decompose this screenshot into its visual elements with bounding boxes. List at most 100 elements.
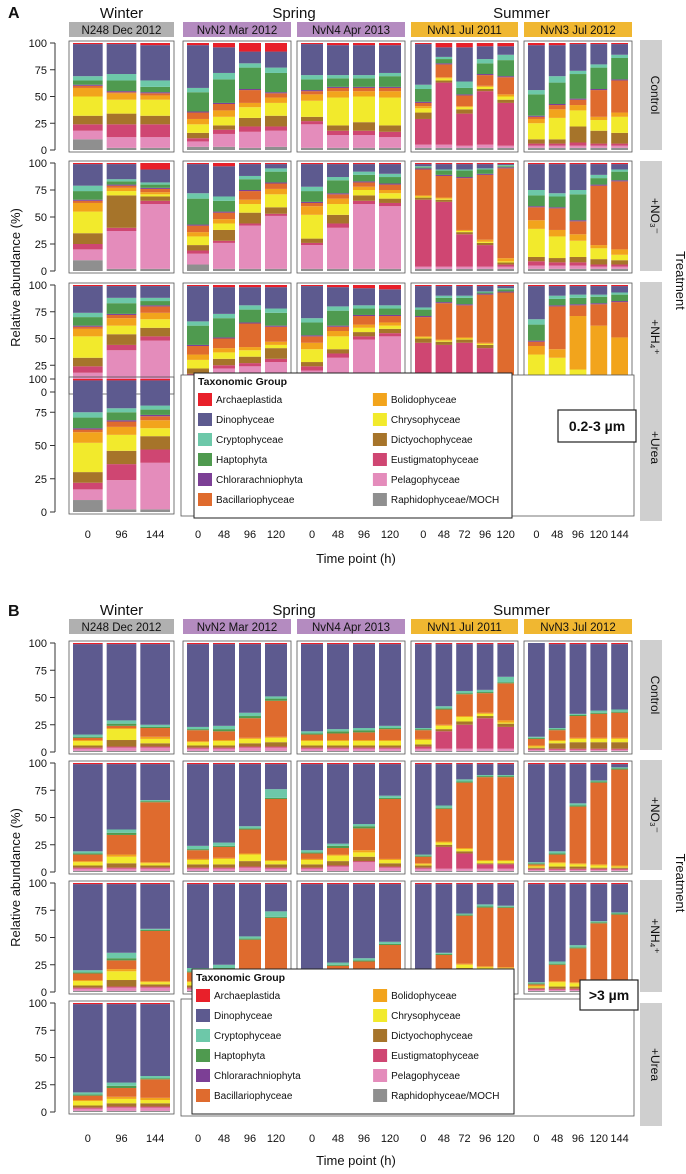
legend-label-b-eustigmatophyceae: Eustigmatophyceae: [391, 1051, 479, 1062]
bar-segment-b-control-n248-dec-2012-t96-chrysophyceae: [106, 729, 137, 741]
bar-segment-a-nh4-nvn1-jul-2011-t48-bacillariophyceae: [435, 303, 453, 340]
bar-segment-a-control-nvn4-apr-2013-t96-bacillariophyceae: [353, 87, 375, 92]
legend-swatch-b-archaeplastida: [196, 989, 210, 1002]
bar-segment-a-no3-n248-dec-2012-t144-bolidophyceae: [140, 192, 170, 195]
bar-segment-a-no3-nvn4-apr-2013-t120-eustigmatophyceae: [379, 202, 401, 207]
bar-segment-a-no3-nvn1-jul-2011-t0-cryptophyceae: [415, 166, 432, 168]
bar-segment-b-urea-n248-dec-2012-t144-raphidophyceae-moch: [140, 1110, 170, 1112]
bar-segment-a-no3-n248-dec-2012-t144-chrysophyceae: [140, 194, 170, 197]
bar-segment-b-no3-nvn3-jul-2012-t144-dictyochophyceae: [611, 867, 628, 869]
bar-segment-a-nh4-nvn2-mar-2012-t48-chrysophyceae: [213, 352, 235, 359]
bar-segment-a-no3-nvn1-jul-2011-t72-eustigmatophyceae: [456, 234, 473, 267]
bar-segment-a-control-nvn4-apr-2013-t96-bolidophyceae: [353, 91, 375, 97]
bar-segment-a-no3-nvn1-jul-2011-t0-haptophyta: [415, 167, 432, 169]
bar-segment-a-control-nvn2-mar-2012-t0-dictyochophyceae: [187, 132, 209, 139]
bar-segment-b-no3-n248-dec-2012-t144-raphidophyceae-moch: [140, 870, 170, 872]
bar-segment-a-no3-nvn4-apr-2013-t120-bacillariophyceae: [379, 184, 401, 190]
y-tick-label-a-nh4-0: 0: [41, 387, 47, 399]
bar-segment-b-control-nvn2-mar-2012-t0-haptophyta: [187, 729, 209, 731]
bar-segment-b-no3-nvn2-mar-2012-t48-raphidophyceae-moch: [213, 870, 235, 872]
bar-segment-a-urea-n248-dec-2012-t0-pelagophyceae: [73, 489, 103, 501]
bar-segment-a-control-n248-dec-2012-t144-cryptophyceae: [140, 80, 170, 87]
legend-swatch-a-chlorarachniophyta: [198, 473, 212, 486]
bar-segment-a-nh4-nvn3-jul-2012-t48-chlorarachniophyta: [548, 305, 566, 307]
bar-segment-b-urea-n248-dec-2012-t96-bacillariophyceae: [106, 1088, 137, 1097]
bar-segment-a-control-nvn3-jul-2012-t144-dinophyceae: [611, 44, 628, 55]
x-tick-label-b-nvn2-mar-2012-48: 48: [218, 1133, 230, 1145]
bar-segment-b-control-nvn1-jul-2011-t120-pelagophyceae: [497, 748, 514, 751]
bar-segment-a-control-nvn3-jul-2012-t96-raphidophyceae-moch: [569, 147, 587, 150]
bar-segment-a-no3-nvn4-apr-2013-t48-archaeplastida: [327, 163, 349, 165]
bar-segment-b-control-nvn2-mar-2012-t0-bacillariophyceae: [187, 730, 209, 742]
bar-segment-b-nh4-nvn3-jul-2012-t48-dinophyceae: [548, 884, 566, 962]
bar-segment-b-no3-n248-dec-2012-t0-haptophyta: [73, 853, 103, 855]
bar-segment-b-no3-nvn4-apr-2013-t0-pelagophyceae: [301, 868, 323, 871]
bar-segment-b-nh4-nvn3-jul-2012-t96-chrysophyceae: [569, 983, 587, 987]
bar-segment-a-no3-n248-dec-2012-t0-cryptophyceae: [73, 185, 103, 192]
bar-segment-a-no3-nvn1-jul-2011-t120-dictyochophyceae: [497, 262, 514, 265]
bar-segment-a-no3-nvn1-jul-2011-t120-chrysophyceae: [497, 261, 514, 263]
bar-segment-b-nh4-nvn4-apr-2013-t0-archaeplastida: [301, 883, 323, 885]
bar-segment-b-no3-nvn2-mar-2012-t120-haptophyta: [265, 797, 287, 799]
bar-segment-a-nh4-nvn4-apr-2013-t96-dictyochophyceae: [353, 332, 375, 337]
bar-segment-a-no3-nvn2-mar-2012-t0-pelagophyceae: [187, 253, 209, 265]
bar-segment-a-control-nvn2-mar-2012-t96-raphidophyceae-moch: [239, 147, 261, 150]
bar-segment-b-no3-nvn2-mar-2012-t120-bacillariophyceae: [265, 798, 287, 861]
bar-segment-a-control-n248-dec-2012-t96-cryptophyceae: [106, 74, 137, 81]
bar-segment-a-nh4-nvn1-jul-2011-t48-dictyochophyceae: [435, 341, 453, 345]
x-tick-label-b-nvn1-jul-2011-48: 48: [438, 1133, 450, 1145]
bar-segment-b-nh4-nvn3-jul-2012-t120-haptophyta: [590, 922, 608, 924]
bar-segment-b-nh4-n248-dec-2012-t96-dinophyceae: [106, 884, 137, 953]
bar-segment-a-nh4-n248-dec-2012-t144-dictyochophyceae: [140, 327, 170, 337]
x-tick-label-a-nvn3-jul-2012-0: 0: [533, 529, 539, 541]
bar-segment-b-control-nvn2-mar-2012-t120-eustigmatophyceae: [265, 746, 287, 748]
bar-segment-a-no3-n248-dec-2012-t96-haptophyta: [106, 181, 137, 185]
bar-segment-a-nh4-n248-dec-2012-t0-bolidophyceae: [73, 328, 103, 337]
bar-segment-b-control-nvn2-mar-2012-t120-haptophyta: [265, 698, 287, 701]
bar-segment-a-control-nvn4-apr-2013-t96-haptophyta: [353, 78, 375, 87]
bar-segment-a-no3-nvn2-mar-2012-t96-chrysophyceae: [239, 204, 261, 213]
y-tick-label-a-nh4-50: 50: [35, 334, 47, 346]
bar-segment-b-no3-nvn4-apr-2013-t0-cryptophyceae: [301, 850, 323, 853]
bar-segment-b-no3-nvn3-jul-2012-t48-bacillariophyceae: [548, 854, 566, 863]
bar-segment-a-control-nvn3-jul-2012-t0-archaeplastida: [528, 43, 545, 46]
y-tick-label-b-urea-100: 100: [29, 998, 47, 1010]
bar-segment-b-control-nvn1-jul-2011-t0-cryptophyceae: [415, 728, 432, 730]
bar-segment-a-control-nvn1-jul-2011-t120-chlorarachniophyta: [497, 76, 514, 78]
bar-segment-b-nh4-nvn3-jul-2012-t96-eustigmatophyceae: [569, 988, 587, 990]
bar-segment-a-control-nvn4-apr-2013-t0-chrysophyceae: [301, 100, 323, 117]
bar-segment-b-control-nvn1-jul-2011-t0-haptophyta: [415, 729, 432, 731]
bar-segment-a-control-nvn3-jul-2012-t48-bacillariophyceae: [548, 105, 566, 110]
bar-segment-a-nh4-nvn2-mar-2012-t120-bolidophyceae: [265, 341, 287, 345]
bar-segment-a-nh4-nvn1-jul-2011-t0-dictyochophyceae: [415, 338, 432, 343]
bar-segment-a-no3-nvn1-jul-2011-t120-haptophyta: [497, 166, 514, 168]
bar-segment-b-no3-nvn4-apr-2013-t120-raphidophyceae-moch: [379, 870, 401, 872]
y-tick-label-b-no3-75: 75: [35, 785, 47, 797]
legend-label-a-eustigmatophyceae: Eustigmatophyceae: [391, 455, 479, 466]
bar-segment-b-no3-nvn3-jul-2012-t120-chrysophyceae: [590, 865, 608, 868]
bar-segment-b-control-nvn1-jul-2011-t0-pelagophyceae: [415, 748, 432, 751]
bar-segment-a-control-nvn4-apr-2013-t120-raphidophyceae-moch: [379, 147, 401, 150]
bar-segment-b-no3-nvn4-apr-2013-t96-raphidophyceae-moch: [353, 870, 375, 872]
bar-segment-b-no3-nvn1-jul-2011-t0-eustigmatophyceae: [415, 867, 432, 869]
y-tick-label-b-nh4-25: 25: [35, 960, 47, 972]
bar-segment-b-nh4-nvn3-jul-2012-t144-archaeplastida: [611, 883, 628, 885]
bar-segment-a-no3-nvn2-mar-2012-t48-eustigmatophyceae: [213, 240, 235, 243]
bar-segment-b-nh4-n248-dec-2012-t144-bacillariophyceae: [140, 930, 170, 982]
bar-segment-b-control-nvn3-jul-2012-t48-bolidophyceae: [548, 740, 566, 742]
bar-segment-a-urea-n248-dec-2012-t0-eustigmatophyceae: [73, 482, 103, 490]
bar-segment-b-nh4-nvn3-jul-2012-t96-bacillariophyceae: [569, 948, 587, 983]
bar-segment-b-control-n248-dec-2012-t96-bolidophyceae: [106, 728, 137, 730]
bar-segment-a-nh4-nvn3-jul-2012-t120-archaeplastida: [590, 285, 608, 287]
bar-segment-b-control-nvn3-jul-2012-t96-dictyochophyceae: [569, 742, 587, 749]
legend-swatch-a-bacillariophyceae: [198, 493, 212, 506]
bar-segment-a-no3-nvn2-mar-2012-t48-chlorarachniophyta: [213, 211, 235, 213]
bar-segment-a-control-nvn3-jul-2012-t120-chlorarachniophyta: [590, 89, 608, 91]
bar-segment-b-nh4-nvn4-apr-2013-t48-archaeplastida: [327, 883, 349, 885]
bar-segment-a-nh4-nvn3-jul-2012-t48-chrysophyceae: [548, 357, 566, 380]
bar-segment-a-no3-nvn4-apr-2013-t96-archaeplastida: [353, 163, 375, 165]
bar-segment-b-no3-nvn3-jul-2012-t0-bolidophyceae: [528, 865, 545, 867]
bar-segment-a-no3-nvn1-jul-2011-t96-dictyochophyceae: [476, 242, 494, 246]
bar-segment-a-control-nvn4-apr-2013-t48-chlorarachniophyta: [327, 86, 349, 88]
bar-segment-a-nh4-nvn1-jul-2011-t96-dinophyceae: [476, 286, 494, 292]
